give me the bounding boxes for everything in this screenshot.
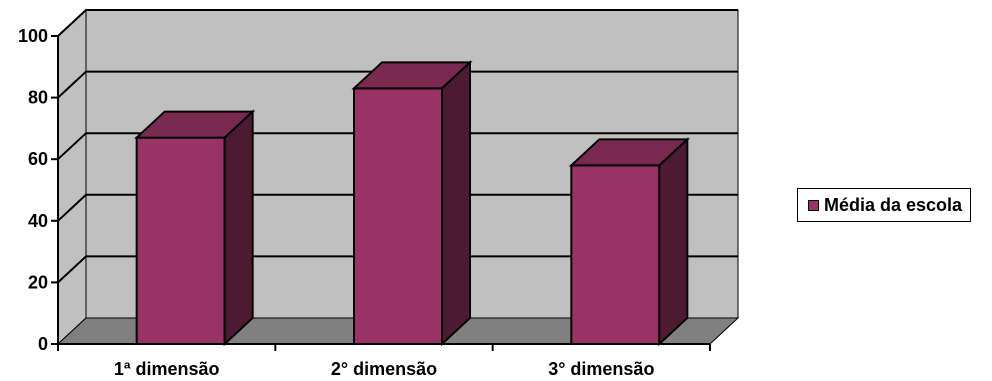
gridline	[57, 132, 738, 160]
y-tick-label: 0	[38, 334, 48, 354]
bar	[568, 137, 690, 347]
bar-side	[223, 109, 254, 347]
tick-labels: 0 20 40 60 80 100 1ª dimensão 2° dimensão 3° dim…	[18, 26, 655, 379]
bar	[351, 60, 473, 347]
gridline	[57, 193, 738, 222]
x-tick-label: 3° dimensão	[548, 359, 654, 379]
bar-side	[658, 137, 689, 347]
x-tick-label: 1ª dimensão	[114, 359, 220, 379]
bar-front	[570, 164, 661, 345]
bar	[134, 109, 256, 347]
y-tick-label: 20	[28, 272, 48, 292]
legend: Média da escola	[797, 188, 972, 222]
axes	[51, 35, 711, 351]
y-tick-label: 100	[18, 26, 48, 46]
bar-side	[441, 60, 471, 347]
x-tick-label: 2° dimensão	[331, 359, 437, 379]
bar-front	[135, 136, 226, 345]
y-tick-label: 60	[28, 149, 48, 169]
legend-swatch	[808, 199, 819, 211]
gridline	[57, 70, 738, 99]
gridline	[57, 9, 738, 37]
gridline	[57, 255, 738, 284]
side-wall	[57, 8, 87, 346]
legend-label: Média da escola	[824, 194, 963, 215]
bar-front	[353, 87, 443, 345]
bars	[134, 60, 690, 347]
gridlines	[57, 9, 738, 284]
y-tick-label: 80	[28, 88, 48, 108]
y-tick-label: 40	[28, 211, 48, 231]
